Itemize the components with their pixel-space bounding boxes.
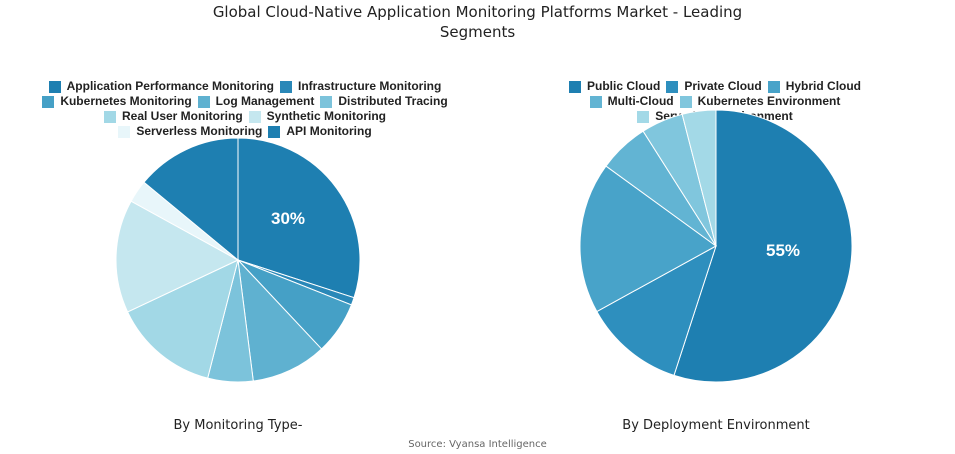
legend-item: Infrastructure Monitoring: [280, 80, 441, 93]
legend-item: Kubernetes Environment: [679, 94, 841, 108]
legend-item: API Monitoring: [268, 124, 372, 138]
legend-swatch: [767, 80, 780, 93]
chart-title-line1: Global Cloud-Native Application Monitori…: [212, 3, 743, 21]
legend-label: Kubernetes Monitoring: [60, 94, 192, 108]
legend-swatch: [197, 95, 210, 108]
legend-label: Hybrid Cloud: [785, 79, 862, 93]
legend-label: Synthetic Monitoring: [266, 109, 386, 123]
legend-label: Kubernetes Environment: [697, 94, 841, 108]
legend-label: Public Cloud: [586, 79, 661, 93]
legend-label: Distributed Tracing: [338, 94, 448, 108]
legend-label: Private Cloud: [684, 79, 762, 93]
legend-swatch: [568, 80, 581, 93]
caption-monitoring-type: By Monitoring Type-: [173, 418, 303, 433]
legend-swatch: [637, 110, 650, 123]
legend-item: Application Performance Monitoring: [48, 79, 274, 93]
legend-label: Infrastructure Monitoring: [298, 79, 442, 93]
legend-item: Kubernetes Monitoring: [42, 94, 192, 108]
legend-swatch: [42, 95, 55, 108]
pie-slice: [237, 258, 323, 382]
legend-label: Real User Monitoring: [121, 109, 243, 123]
legend-item: Hybrid Cloud: [767, 79, 862, 93]
legend-swatch: [118, 125, 131, 138]
pie-slice: [673, 109, 853, 383]
pie-slice: [237, 137, 361, 299]
legend-swatch: [666, 80, 679, 93]
caption-deployment-environment: By Deployment Environment: [622, 418, 810, 433]
pie-1: [579, 109, 853, 383]
slice-value-label: 55%: [766, 241, 800, 260]
legend-item: Private Cloud: [666, 79, 762, 93]
legend-item: Synthetic Monitoring: [248, 109, 386, 123]
legend-swatch: [48, 80, 61, 93]
legend-item: Multi-Cloud: [589, 94, 674, 108]
legend-label: Serverless Monitoring: [136, 124, 263, 138]
legend-label: Application Performance Monitoring: [66, 79, 274, 93]
pie-slice: [115, 200, 240, 313]
pie-slice: [681, 109, 717, 247]
chart-title: Global Cloud-Native Application Monitori…: [0, 2, 955, 42]
legend-item: Log Management: [197, 94, 315, 108]
legend-label: API Monitoring: [286, 124, 372, 138]
chart-title-line2: Segments: [439, 23, 516, 41]
slice-value-label: 30%: [271, 209, 305, 228]
pie-slice: [126, 259, 239, 379]
legend-item: Public Cloud: [568, 79, 661, 93]
source-note: Source: Vyansa Intelligence: [408, 439, 547, 450]
legend-swatch: [320, 95, 333, 108]
legend-swatch: [103, 110, 116, 123]
legend-swatch: [268, 125, 281, 138]
pie-0: [115, 137, 361, 383]
legend-swatch: [248, 110, 261, 123]
legend-item: Distributed Tracing: [320, 94, 448, 108]
legend-item: Real User Monitoring: [103, 109, 243, 123]
legend-swatch: [679, 95, 692, 108]
legend-label: Log Management: [215, 94, 315, 108]
legend-swatch: [589, 95, 602, 108]
legend-monitoring-type: Application Performance Monitoring Infras…: [40, 80, 450, 138]
pie-slice: [596, 244, 717, 376]
pie-slice: [579, 165, 717, 313]
legend-label: Multi-Cloud: [607, 94, 674, 108]
legend-swatch: [280, 80, 292, 93]
pie-slice: [143, 137, 239, 262]
legend-item: Serverless Monitoring: [118, 125, 262, 138]
